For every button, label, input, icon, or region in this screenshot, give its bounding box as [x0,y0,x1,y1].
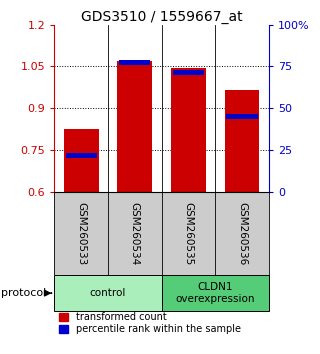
Bar [225,90,260,192]
Text: protocol: protocol [1,288,52,298]
Bar [64,129,99,192]
Bar [226,114,258,119]
Text: GSM260534: GSM260534 [130,201,140,265]
Bar [171,68,206,192]
Text: GSM260533: GSM260533 [76,201,86,265]
Text: CLDN1
overexpression: CLDN1 overexpression [175,282,255,304]
Bar [173,70,204,75]
Bar [162,275,269,312]
Legend: transformed count, percentile rank within the sample: transformed count, percentile rank withi… [59,312,241,334]
Bar [66,153,97,158]
Text: control: control [90,288,126,298]
Bar [117,61,152,192]
Text: GSM260535: GSM260535 [183,201,193,265]
Bar [119,59,150,64]
Title: GDS3510 / 1559667_at: GDS3510 / 1559667_at [81,10,243,24]
Bar [54,275,162,312]
Text: GSM260536: GSM260536 [237,201,247,265]
